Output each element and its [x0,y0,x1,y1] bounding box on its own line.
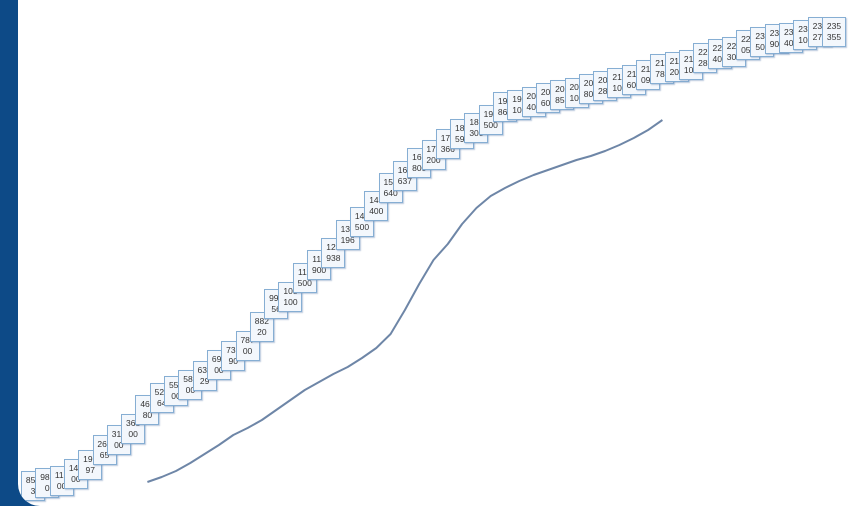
data-label: 103100 [278,281,303,312]
data-label: 11200 [49,465,74,496]
data-label: 124938 [321,238,346,269]
chart-panel: 8563 9800 11200 14600 19097 26565 31400 36800 46… [18,0,864,506]
series-line [147,119,663,483]
data-label: 235355 [822,17,846,48]
data-label: 174200 [421,139,446,170]
